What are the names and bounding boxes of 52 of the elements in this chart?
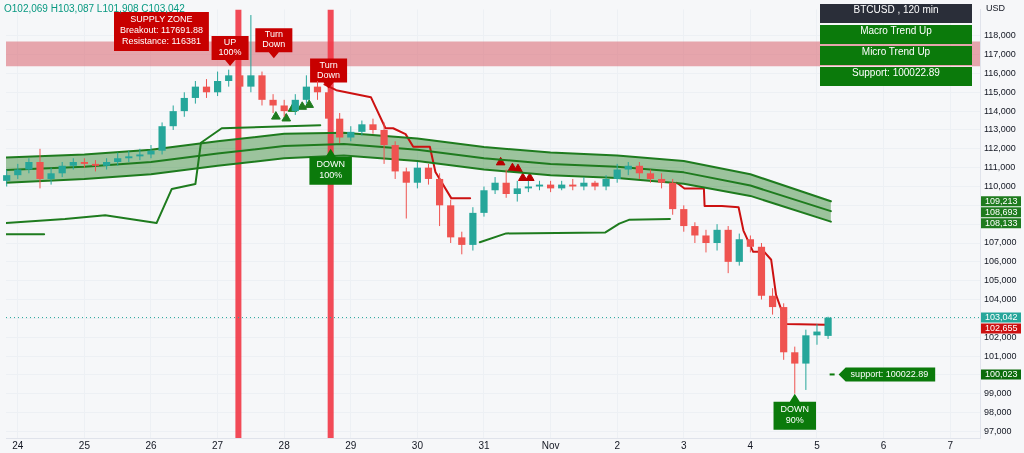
y-tick-label: 116,000 [984, 67, 1016, 78]
annotation: DOWN 90% [780, 403, 810, 425]
y-tick-label: 115,000 [984, 86, 1016, 97]
annotation: BTCUSD , 120 min [820, 4, 972, 23]
y-tick-label: 106,000 [984, 256, 1017, 267]
x-tick-label: 4 [747, 439, 754, 451]
annotation: Micro Trend Up [820, 46, 972, 65]
x-tick-label: 5 [814, 439, 821, 451]
annotation: Turn Down [317, 59, 341, 80]
annotation: O102,069 H103,087 L101,908 C103,042 [4, 2, 186, 14]
x-tick-label: 3 [681, 439, 687, 451]
y-tick-label: 99,000 [984, 388, 1012, 399]
y-tick-label: 98,000 [984, 407, 1012, 418]
y-tick-label: 113,000 [984, 124, 1016, 135]
annotation: UP 100% [218, 36, 242, 57]
y-tick-label: 97,000 [984, 425, 1012, 436]
y-tick-label: 110,000 [984, 180, 1016, 191]
x-tick-label: 28 [278, 439, 291, 451]
annotation: DOWN 100% [316, 158, 345, 180]
x-tick-label: Nov [541, 439, 560, 451]
x-tick-label: 31 [478, 439, 490, 451]
x-tick-label: 24 [12, 439, 24, 451]
x-tick-label: 29 [345, 439, 357, 451]
x-tick-label: 30 [411, 439, 424, 451]
ref-line-label: 103,042 [985, 312, 1018, 323]
x-tick-label: 25 [78, 439, 91, 451]
x-tick-label: 2 [614, 439, 621, 451]
band-label: SUPPLY ZONE Breakout: 117691.88 Resistance: 116381 [120, 13, 203, 46]
annotation: Support: 100022.89 [820, 67, 972, 86]
text: USD [986, 2, 1006, 13]
y-tick-label: 111,000 [984, 162, 1016, 173]
y-tick-label: 101,000 [984, 350, 1017, 361]
y-tick-label: 102,000 [984, 331, 1017, 342]
x-tick-label: 27 [212, 439, 224, 451]
x-tick-label: 6 [880, 439, 887, 451]
annotation: support: 100022.89 [850, 368, 929, 379]
y-tick-label: 114,000 [984, 105, 1016, 116]
y-tick-label: 112,000 [984, 143, 1016, 154]
text: 108,693 [985, 206, 1018, 217]
text: 108,133 [985, 217, 1018, 228]
y-tick-label: 117,000 [984, 49, 1016, 60]
text: 109,213 [985, 195, 1018, 206]
annotation: Turn Down [262, 29, 286, 50]
text: 102,655 [985, 323, 1018, 334]
annotation: Macro Trend Up [820, 25, 972, 44]
text: 100,023 [985, 368, 1018, 379]
y-tick-label: 107,000 [984, 237, 1017, 248]
y-tick-label: 104,000 [984, 294, 1017, 305]
y-tick-label: 118,000 [984, 30, 1016, 41]
x-tick-label: 7 [947, 439, 954, 451]
x-tick-label: 26 [145, 439, 157, 451]
y-tick-label: 105,000 [984, 275, 1017, 286]
